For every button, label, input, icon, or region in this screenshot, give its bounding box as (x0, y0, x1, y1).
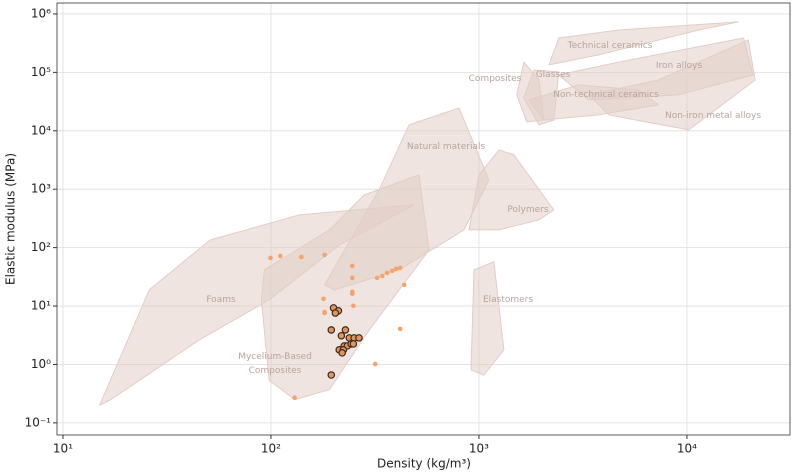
data-point (389, 268, 395, 274)
plot-frame (56, 2, 791, 436)
y-tick-label: 10⁵ (31, 65, 51, 79)
data-point (322, 252, 327, 258)
data-point (327, 371, 336, 379)
y-tick-label: 10¹ (31, 299, 51, 313)
region-label: Composites (468, 74, 522, 84)
data-point (355, 334, 363, 342)
data-point (372, 361, 378, 367)
region (468, 149, 555, 231)
data-point (327, 326, 336, 334)
data-point (322, 310, 327, 316)
x-axis-label: Density (kg/m³) (377, 457, 471, 471)
y-tick-label: 10⁻¹ (25, 415, 52, 429)
data-point (331, 309, 340, 317)
data-point (349, 275, 355, 281)
region (588, 39, 756, 131)
region-label: Foams (206, 295, 236, 305)
data-point (278, 253, 283, 259)
data-point (379, 273, 385, 279)
x-tick-label: 10² (261, 442, 281, 456)
data-point (349, 263, 355, 269)
y-tick-label: 10² (31, 240, 51, 254)
region-label: Technical ceramics (567, 41, 653, 51)
x-tick-label: 10³ (469, 442, 489, 456)
x-tick-label: 10⁴ (677, 442, 697, 456)
y-tick-label: 10⁴ (31, 123, 51, 137)
data-point (341, 326, 350, 334)
data-point (338, 349, 346, 357)
data-point (299, 254, 304, 260)
x-tick-label: 10¹ (53, 442, 73, 456)
data-point (292, 395, 297, 400)
region (470, 261, 505, 376)
y-tick-label: 10³ (31, 182, 51, 196)
data-point (268, 255, 273, 261)
data-point (384, 270, 390, 276)
y-tick-label: 10⁶ (31, 6, 51, 20)
data-point (337, 331, 346, 340)
region (324, 107, 490, 291)
data-point (349, 340, 358, 348)
data-point (397, 326, 403, 332)
region-label: Glasses (535, 70, 571, 80)
region-label: Mycelium-Based Composites (238, 352, 312, 376)
region (548, 21, 739, 66)
region-label: Non-iron metal alloys (664, 111, 762, 121)
y-tick-label: 10⁰ (31, 357, 51, 371)
data-point (349, 291, 355, 297)
data-point (393, 266, 399, 272)
data-point (321, 296, 326, 302)
region-label: Elastomers (482, 295, 534, 305)
data-point (397, 265, 403, 271)
data-point (351, 303, 356, 309)
region-label: Iron alloys (655, 61, 703, 71)
data-point (401, 282, 407, 288)
data-point (374, 275, 380, 281)
region-label: Polymers (507, 205, 549, 215)
region-label: Non-technical ceramics (553, 90, 659, 100)
y-axis-label: Elastic modulus (MPa) (4, 153, 18, 285)
region-label: Natural materials (406, 142, 486, 152)
